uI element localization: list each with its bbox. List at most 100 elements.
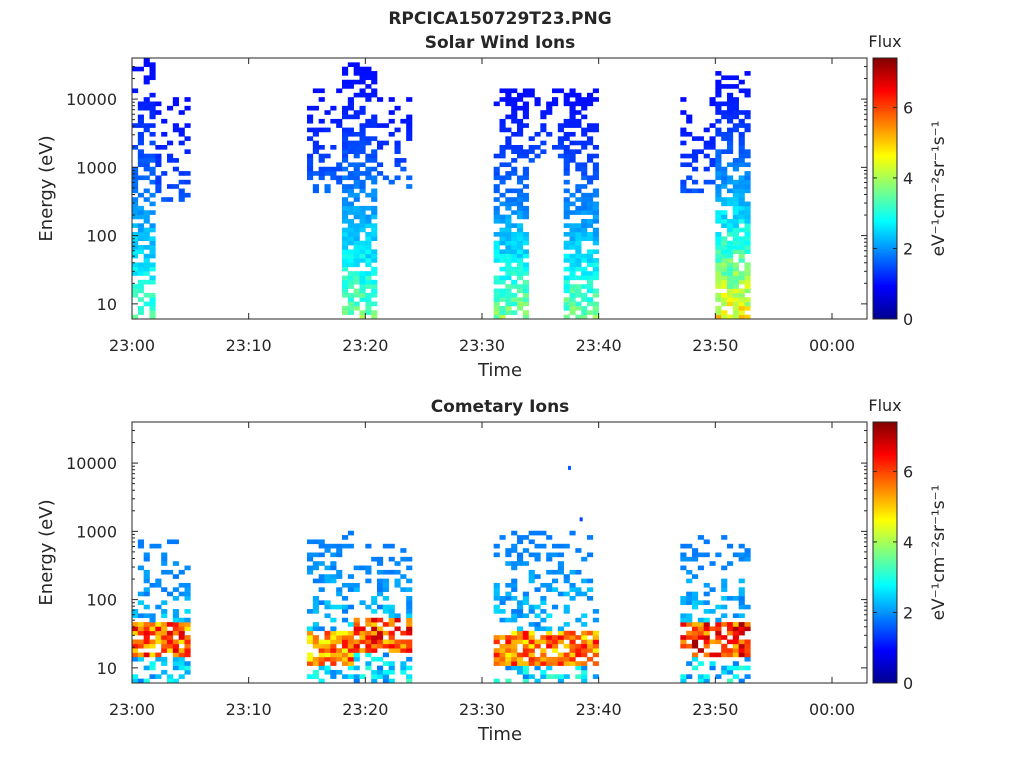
flux-cell — [534, 656, 541, 662]
flux-cell — [721, 284, 728, 289]
flux-cell — [738, 197, 745, 202]
flux-cell — [534, 131, 541, 137]
flux-cell — [353, 114, 360, 120]
flux-cell — [318, 171, 325, 176]
flux-cell — [727, 669, 734, 675]
flux-cell — [149, 543, 156, 549]
flux-cell — [347, 262, 354, 268]
flux-cell — [511, 114, 518, 120]
flux-cell — [137, 613, 144, 619]
flux-cell — [365, 292, 372, 298]
flux-cell — [581, 223, 588, 228]
flux-cell — [517, 236, 524, 241]
flux-cell — [161, 643, 168, 649]
flux-cell — [365, 284, 372, 289]
flux-cell — [149, 227, 156, 233]
flux-cell — [738, 218, 745, 224]
flux-cell — [493, 245, 500, 250]
flux-cell — [371, 197, 378, 202]
flux-cell — [511, 635, 518, 640]
flux-cell — [365, 171, 372, 176]
flux-cell — [493, 314, 500, 320]
flux-cell — [132, 240, 139, 246]
flux-cell — [528, 639, 535, 645]
flux-cell — [388, 543, 395, 549]
flux-cell — [727, 101, 734, 107]
flux-cell — [330, 175, 337, 181]
flux-cell — [581, 652, 588, 658]
flux-cell — [715, 310, 722, 315]
flux-cell — [744, 639, 751, 645]
flux-cell — [744, 162, 751, 168]
flux-cell — [499, 97, 506, 102]
flux-cell — [505, 218, 512, 224]
flux-cell — [155, 635, 162, 640]
flux-cell — [347, 236, 354, 241]
flux-cell — [575, 118, 582, 124]
flux-cell — [715, 552, 722, 558]
flux-cell — [365, 622, 372, 627]
flux-cell — [137, 630, 144, 636]
flux-cell — [324, 574, 331, 579]
flux-cell — [563, 652, 570, 658]
flux-cell — [137, 643, 144, 649]
flux-cell — [581, 310, 588, 315]
flux-cell — [143, 652, 150, 658]
flux-cell — [557, 626, 564, 632]
flux-cell — [161, 561, 168, 566]
flux-cell — [703, 166, 710, 172]
flux-cell — [732, 110, 739, 115]
flux-cell — [347, 101, 354, 107]
flux-cell — [592, 123, 599, 128]
flux-cell — [528, 539, 535, 545]
flux-cell — [715, 88, 722, 94]
flux-cell — [149, 297, 156, 302]
flux-cell — [178, 192, 185, 198]
flux-cell — [347, 145, 354, 150]
flux-cell — [744, 284, 751, 289]
flux-cell — [534, 604, 541, 610]
flux-cell — [406, 656, 413, 662]
flux-cell — [137, 192, 144, 198]
flux-cell — [505, 284, 512, 289]
flux-cell — [493, 552, 500, 558]
flux-cell — [330, 166, 337, 172]
flux-cell — [732, 271, 739, 276]
colorbar-title: Flux — [868, 396, 901, 415]
flux-cell — [563, 123, 570, 128]
flux-cell — [534, 97, 541, 102]
flux-cell — [517, 626, 524, 632]
flux-cell — [318, 578, 325, 584]
flux-cell — [715, 131, 722, 137]
flux-cell — [342, 79, 349, 85]
flux-cell — [744, 171, 751, 176]
flux-cell — [522, 613, 529, 619]
flux-cell — [499, 310, 506, 315]
flux-cell — [132, 626, 139, 632]
flux-cell — [738, 214, 745, 220]
flux-cell — [692, 179, 699, 185]
flux-cell — [499, 275, 506, 281]
flux-cell — [318, 626, 325, 632]
flux-cell — [744, 652, 751, 658]
flux-cell — [569, 582, 576, 588]
flux-cell — [540, 669, 547, 675]
flux-cell — [522, 105, 529, 111]
flux-cell — [522, 314, 529, 320]
flux-cell — [342, 249, 349, 255]
flux-cell — [184, 648, 191, 653]
flux-cell — [522, 210, 529, 215]
flux-cell — [569, 223, 576, 228]
flux-cell — [342, 262, 349, 268]
flux-cell — [178, 179, 185, 185]
flux-cell — [587, 639, 594, 645]
flux-cell — [132, 171, 139, 176]
flux-cell — [511, 656, 518, 662]
flux-cell — [557, 140, 564, 146]
flux-cell — [307, 127, 314, 133]
flux-cell — [365, 236, 372, 241]
flux-cell — [342, 292, 349, 298]
flux-cell — [406, 617, 413, 623]
x-tick-label: 23:10 — [226, 700, 272, 719]
flux-cell — [312, 604, 319, 610]
